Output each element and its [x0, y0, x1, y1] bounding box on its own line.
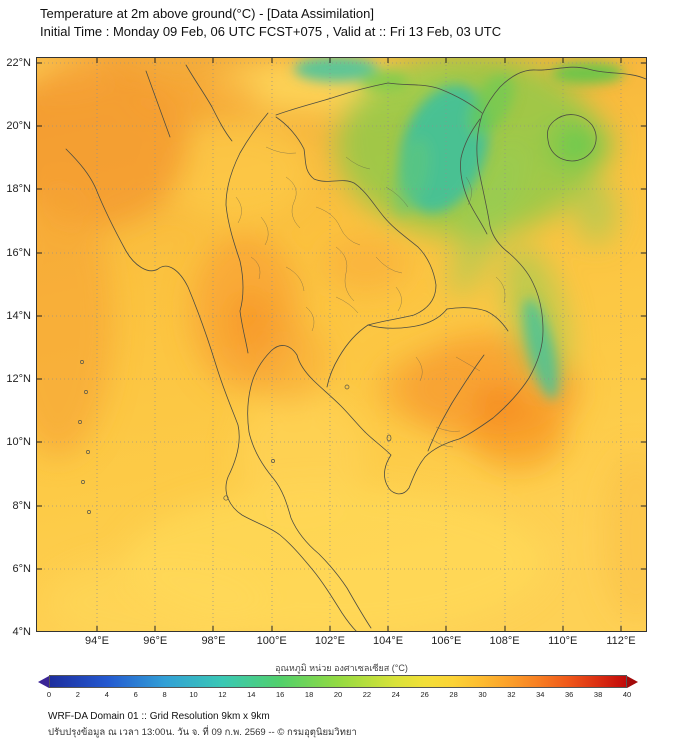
- country-borders: [65, 64, 647, 632]
- lon-tick-label: 110°E: [548, 635, 578, 647]
- lon-tick-label: 98°E: [201, 635, 226, 647]
- province-borders: [235, 146, 506, 448]
- islands: [78, 360, 392, 514]
- colorbar-tick-label: 2: [75, 690, 80, 699]
- lon-tick-label: 104°E: [373, 635, 404, 647]
- lat-tick-label: 22°N: [6, 57, 31, 69]
- footer-update-info: ปรับปรุงข้อมูล ณ เวลา 13:00น. วัน จ. ที่…: [48, 727, 357, 738]
- map-border-frame: [36, 57, 647, 632]
- lat-tick-label: 4°N: [12, 625, 31, 638]
- colorbar-tick-label: 30: [478, 690, 487, 699]
- colorbar-under-arrow: [38, 675, 49, 688]
- temperature-blobs: [36, 57, 647, 632]
- lat-axis: 22°N 20°N 18°N 16°N 14°N 12°N 10°N 8°N 6°N 4°N: [0, 57, 33, 638]
- colorbar-tick-label: 22: [362, 690, 372, 699]
- lat-tick-label: 10°N: [6, 436, 31, 449]
- lon-tick-label: 96°E: [143, 635, 168, 647]
- colorbar-tick-label: 8: [162, 690, 167, 699]
- colorbar-tick-label: 18: [304, 690, 314, 699]
- colorbar-ticks: 0 2 4 6 8 10 12 14 16 18 20 22 24 26 28 30 32 34 36 38 40: [46, 690, 631, 700]
- colorbar-tick-label: 26: [420, 690, 429, 699]
- map-footer: WRF-DA Domain 01 :: Grid Resolution 9km …: [48, 711, 357, 740]
- colorbar-tick-label: 28: [449, 690, 458, 699]
- lat-tick-label: 12°N: [6, 373, 31, 386]
- colorbar-tick-label: 24: [391, 690, 400, 699]
- temperature-map-canvas: [36, 57, 647, 632]
- colorbar-tick-label: 12: [218, 690, 227, 699]
- temperature-map: [36, 57, 647, 632]
- lon-tick-label: 112°E: [606, 635, 636, 647]
- lon-axis: 94°E 96°E 98°E 100°E 102°E 104°E 106°E 108°E 110…: [36, 635, 647, 649]
- lat-tick-label: 6°N: [12, 562, 31, 575]
- colorbar-tick-label: 4: [104, 690, 109, 699]
- page-title: Temperature at 2m above ground(°C) - [Da…: [40, 6, 374, 21]
- colorbar-tick-label: 20: [333, 690, 343, 699]
- colorbar-gradient: [49, 675, 627, 688]
- axis-ticks: [36, 57, 647, 632]
- lon-tick-label: 100°E: [256, 635, 287, 647]
- footer-domain-info: WRF-DA Domain 01 :: Grid Resolution 9km …: [48, 711, 270, 722]
- lat-tick-label: 14°N: [6, 309, 31, 322]
- lat-tick-label: 8°N: [12, 499, 31, 512]
- colorbar-tick-label: 36: [565, 690, 574, 699]
- lon-tick-label: 106°E: [431, 635, 462, 647]
- lat-tick-label: 20°N: [6, 120, 31, 133]
- map-header: Temperature at 2m above ground(°C) - [Da…: [40, 5, 501, 41]
- colorbar-over-arrow: [627, 675, 638, 688]
- colorbar-tick-label: 0: [46, 690, 52, 699]
- colorbar-tick-label: 16: [276, 690, 285, 699]
- lon-tick-label: 108°E: [489, 635, 520, 647]
- colorbar-tick-label: 6: [133, 690, 138, 699]
- page-subtitle: Initial Time : Monday 09 Feb, 06 UTC FCS…: [40, 24, 502, 39]
- colorbar-tick-label: 32: [507, 690, 516, 699]
- colorbar: [38, 675, 638, 688]
- colorbar-tick-label: 34: [536, 690, 545, 699]
- colorbar-tick-label: 40: [622, 690, 632, 699]
- colorbar-label: อุณหภูมิ หน่วย องศาเซลเซียส (°C): [275, 663, 408, 673]
- colorbar-tick-label: 14: [247, 690, 256, 699]
- lat-tick-label: 18°N: [6, 183, 31, 196]
- colorbar-tick-label: 10: [189, 690, 198, 699]
- lon-tick-label: 94°E: [85, 635, 109, 647]
- lon-tick-label: 102°E: [314, 635, 345, 647]
- colorbar-tick-label: 38: [593, 690, 603, 699]
- lat-tick-label: 16°N: [6, 246, 31, 259]
